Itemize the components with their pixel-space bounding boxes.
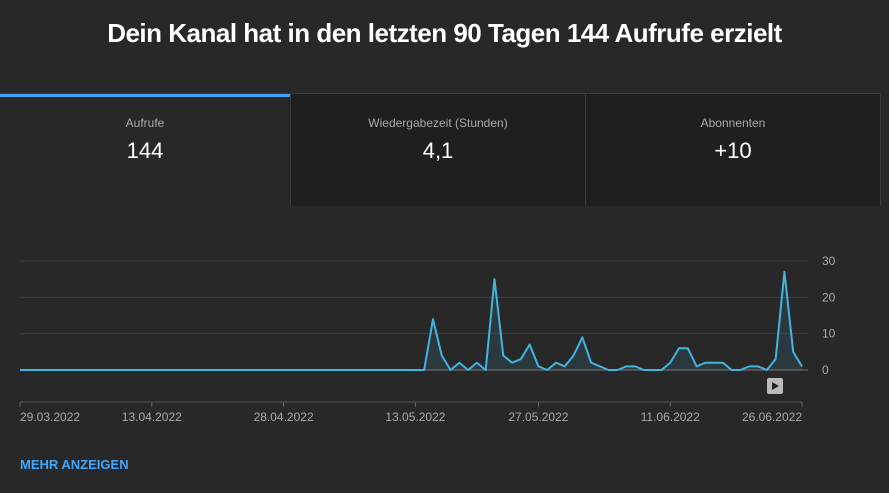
x-tick-label: 29.03.2022	[20, 410, 80, 424]
tab-value: +10	[714, 138, 752, 163]
tab-label: Wiedergabezeit (Stunden)	[368, 116, 508, 130]
show-more-link[interactable]: MEHR ANZEIGEN	[20, 457, 129, 472]
x-tick-label: 27.05.2022	[508, 410, 568, 424]
metric-tabs: Aufrufe 144 Wiedergabezeit (Stunden) 4,1…	[0, 93, 881, 206]
tab-views[interactable]: Aufrufe 144	[0, 94, 290, 206]
tab-watch-time[interactable]: Wiedergabezeit (Stunden) 4,1	[290, 94, 585, 206]
tab-label: Aufrufe	[125, 116, 165, 130]
tab-subscribers[interactable]: Abonnenten +10	[585, 94, 880, 206]
tab-label: Abonnenten	[700, 116, 766, 130]
tab-value: 144	[126, 138, 164, 163]
y-tick-label: 0	[822, 363, 829, 377]
views-series-line	[20, 270, 803, 371]
y-tick-label: 10	[822, 327, 836, 341]
tab-value: 4,1	[422, 138, 454, 163]
x-tick-label: 11.06.2022	[641, 410, 700, 424]
y-tick-label: 30	[822, 254, 836, 268]
x-tick-label: 28.04.2022	[254, 410, 314, 424]
y-tick-label: 20	[822, 290, 836, 304]
page-title: Dein Kanal hat in den letzten 90 Tagen 1…	[107, 18, 782, 48]
x-tick-label: 13.05.2022	[385, 410, 445, 424]
x-tick-label: 26.06.2022	[742, 410, 802, 424]
play-icon	[772, 382, 779, 390]
area-fill	[20, 271, 802, 370]
x-tick-label: 13.04.2022	[122, 410, 182, 424]
